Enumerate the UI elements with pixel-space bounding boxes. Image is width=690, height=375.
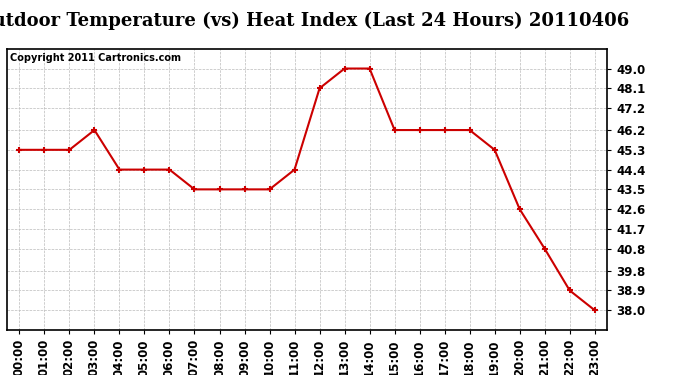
Text: Outdoor Temperature (vs) Heat Index (Last 24 Hours) 20110406: Outdoor Temperature (vs) Heat Index (Las… bbox=[0, 11, 630, 30]
Text: Copyright 2011 Cartronics.com: Copyright 2011 Cartronics.com bbox=[10, 53, 181, 63]
